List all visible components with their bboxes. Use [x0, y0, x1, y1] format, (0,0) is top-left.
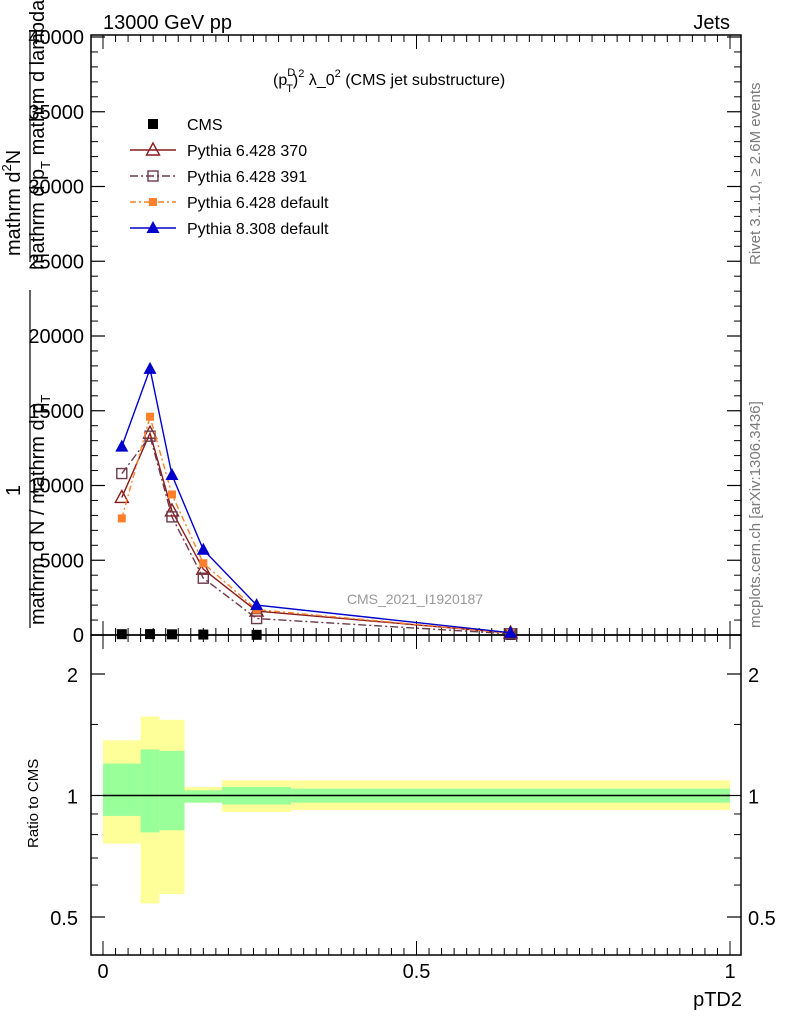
- data-point: [198, 629, 209, 640]
- series-line: [121, 434, 511, 635]
- y-tick-label: 0: [73, 625, 84, 647]
- data-point: [116, 467, 128, 480]
- legend-marker: [146, 221, 160, 233]
- series-2: [116, 430, 517, 640]
- plot-title: (pD T)2 λ_02 (CMS jet substructure): [273, 67, 505, 95]
- ratio-bands: [103, 716, 730, 904]
- series-line: [121, 366, 511, 634]
- legend-label: Pythia 6.428 370: [187, 143, 307, 160]
- svg-text:mathrm d pT mathrm d lambda: mathrm d pT mathrm d lambda: [27, 0, 53, 270]
- series-layer: [114, 361, 519, 640]
- ratio-y-tick-label-right: 0.5: [748, 908, 776, 930]
- ratio-y-tick-label: 2: [67, 665, 78, 687]
- svg-text:1: 1: [3, 485, 25, 496]
- series-line: [121, 414, 511, 634]
- y-tick-label: 15000: [28, 401, 84, 423]
- y-tick-label: 40000: [28, 27, 84, 49]
- data-point: [146, 412, 155, 421]
- ratio-y-tick-label-right: 2: [748, 665, 759, 687]
- data-point: [195, 560, 211, 575]
- series-4: [115, 361, 518, 638]
- legend-label: Pythia 6.428 391: [187, 169, 307, 186]
- data-point: [197, 572, 210, 584]
- y-tick-label: 30000: [28, 177, 84, 199]
- y-tick-label: 35000: [28, 102, 84, 124]
- ratio-axis-ticks: 0.5 0.5 1 1 2 2 0 0.5 1: [50, 635, 776, 983]
- data-point: [145, 629, 156, 640]
- data-point: [165, 468, 179, 481]
- x-axis-label: pTD2: [693, 989, 742, 1011]
- data-point: [504, 625, 518, 638]
- analysis-watermark: CMS_2021_I1920187: [347, 591, 483, 607]
- ratio-inner-band: [103, 763, 141, 816]
- legend-marker: [148, 119, 158, 129]
- data-point: [250, 598, 264, 611]
- data-point: [117, 514, 126, 523]
- series-line: [121, 431, 511, 634]
- ratio-inner-band: [159, 750, 185, 831]
- main-y-label: mathrm d2N mathrm d pT mathrm d lambda 1…: [0, 0, 53, 628]
- data-point: [143, 361, 157, 374]
- legend-marker: [147, 170, 159, 182]
- legend: CMS Pythia 6.428 370 Pythia 6.428 391 Pythi…: [130, 117, 329, 238]
- rivet-label: Rivet 3.1.10, ≥ 2.6M events: [747, 83, 764, 266]
- data-point: [114, 488, 130, 504]
- main-axis-ticks: 0 5000 10000 15000 20000 25000 30000 35000 40000: [28, 27, 741, 647]
- legend-marker: [145, 141, 161, 156]
- legend-label: Pythia 6.428 default: [187, 195, 329, 212]
- data-point: [116, 629, 127, 640]
- data-point: [251, 629, 262, 640]
- data-point: [199, 559, 208, 568]
- x-tick-label: 1: [724, 961, 735, 983]
- header-right: Jets: [693, 12, 730, 34]
- ratio-y-label: Ratio to CMS: [25, 759, 42, 848]
- x-tick-label: 0.5: [403, 961, 431, 983]
- header-left: 13000 GeV pp: [103, 12, 232, 34]
- x-tick-label: 0: [97, 961, 108, 983]
- y-tick-label: 10000: [28, 476, 84, 498]
- ratio-y-tick-label: 0.5: [50, 908, 78, 930]
- y-tick-label: 5000: [40, 550, 85, 572]
- y-tick-label: 20000: [28, 326, 84, 348]
- ratio-inner-band: [140, 749, 160, 833]
- svg-text:mathrm d2N: mathrm d2N: [0, 150, 25, 256]
- y-tick-label: 25000: [28, 251, 84, 273]
- ratio-inner-band: [184, 790, 223, 803]
- ratio-y-tick-label-right: 1: [748, 787, 759, 809]
- data-point: [166, 511, 178, 523]
- svg-text:mathrm d N / mathrm d pT: mathrm d N / mathrm d pT: [27, 395, 53, 625]
- data-point: [115, 439, 129, 452]
- legend-label: Pythia 8.308 default: [187, 221, 329, 238]
- mcplots-label: mcplots.cern.ch [arXiv:1306.3436]: [747, 401, 764, 628]
- data-point: [196, 542, 210, 555]
- legend-marker: [149, 198, 157, 206]
- data-point: [166, 629, 177, 640]
- data-point: [167, 490, 176, 499]
- ratio-y-tick-label: 1: [67, 787, 78, 809]
- legend-label: CMS: [187, 117, 223, 134]
